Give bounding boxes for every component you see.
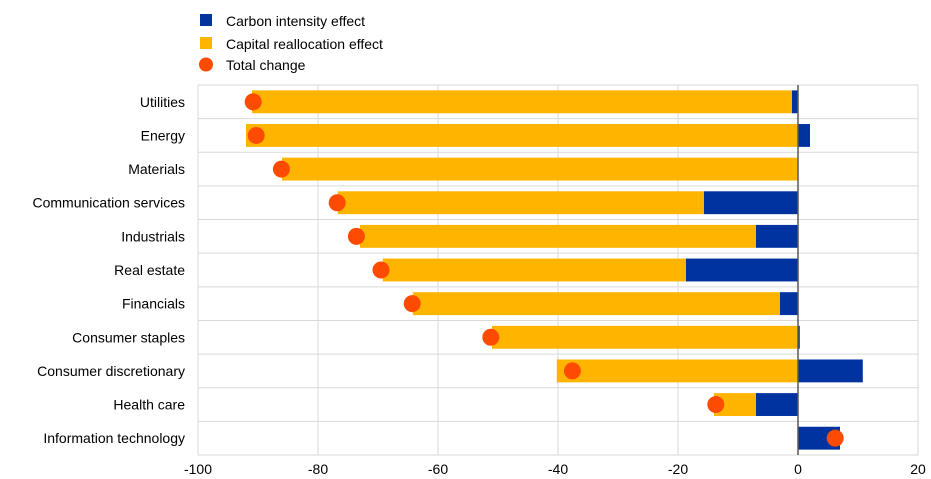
category-label: Energy [141, 127, 185, 143]
marker-total-change [563, 362, 581, 380]
legend: Carbon intensity effect Capital realloca… [199, 13, 383, 73]
plot-area: -100 -80 -60 -40 -20 0 20 Utilities Energy Materi… [33, 84, 926, 477]
x-tick-label: -40 [548, 461, 568, 477]
category-label: Consumer staples [72, 329, 185, 345]
marker-total-change [244, 93, 262, 111]
bar-capital-reallocation [252, 90, 792, 114]
marker-total-change [328, 194, 346, 212]
x-tick-label: -20 [668, 461, 688, 477]
marker-total-change [272, 160, 290, 178]
bar-carbon-intensity [798, 359, 863, 383]
category-label: Information technology [43, 430, 185, 446]
legend-label-capital-reallocation: Capital reallocation effect [226, 36, 383, 52]
marker-total-change [372, 261, 390, 279]
category-label: Industrials [121, 228, 185, 244]
bar-carbon-intensity [792, 90, 798, 114]
legend-label-total-change: Total change [226, 57, 306, 73]
marker-total-change [826, 429, 844, 447]
bar-carbon-intensity [703, 191, 798, 215]
category-label: Real estate [114, 262, 185, 278]
bar-capital-reallocation [360, 224, 756, 248]
category-label: Utilities [140, 94, 185, 110]
marker-total-change [247, 126, 265, 144]
bar-capital-reallocation [714, 393, 756, 416]
category-label: Financials [122, 296, 185, 312]
bar-carbon-intensity [685, 258, 798, 282]
legend-swatch-capital-reallocation [200, 37, 212, 49]
bar-capital-reallocation [382, 258, 686, 282]
bar-capital-reallocation [412, 292, 780, 316]
category-label: Communication services [33, 195, 186, 211]
x-tick-label: -60 [428, 461, 448, 477]
bar-carbon-intensity [780, 292, 798, 316]
bar-capital-reallocation [556, 359, 798, 383]
bar-capital-reallocation [246, 124, 798, 147]
legend-swatch-carbon-intensity [200, 14, 212, 26]
x-tick-label: 0 [794, 461, 802, 477]
marker-total-change [403, 295, 421, 313]
marker-total-change [707, 396, 725, 414]
x-tick-label: -80 [308, 461, 328, 477]
x-tick-label: 20 [910, 461, 926, 477]
marker-total-change [482, 328, 500, 346]
bar-carbon-intensity [798, 124, 810, 147]
category-label: Materials [128, 161, 185, 177]
x-tick-label: -100 [184, 461, 212, 477]
marker-total-change [347, 227, 365, 245]
bar-carbon-intensity [756, 224, 798, 248]
bar-capital-reallocation [492, 325, 798, 349]
legend-label-carbon-intensity: Carbon intensity effect [226, 13, 365, 29]
bar-carbon-intensity [756, 393, 798, 416]
bar-carbon-intensity [798, 325, 800, 349]
legend-marker-total-change [199, 57, 213, 72]
category-label: Consumer discretionary [37, 363, 185, 379]
category-label: Health care [113, 397, 185, 413]
bar-capital-reallocation [337, 191, 704, 215]
bar-capital-reallocation [282, 157, 798, 181]
